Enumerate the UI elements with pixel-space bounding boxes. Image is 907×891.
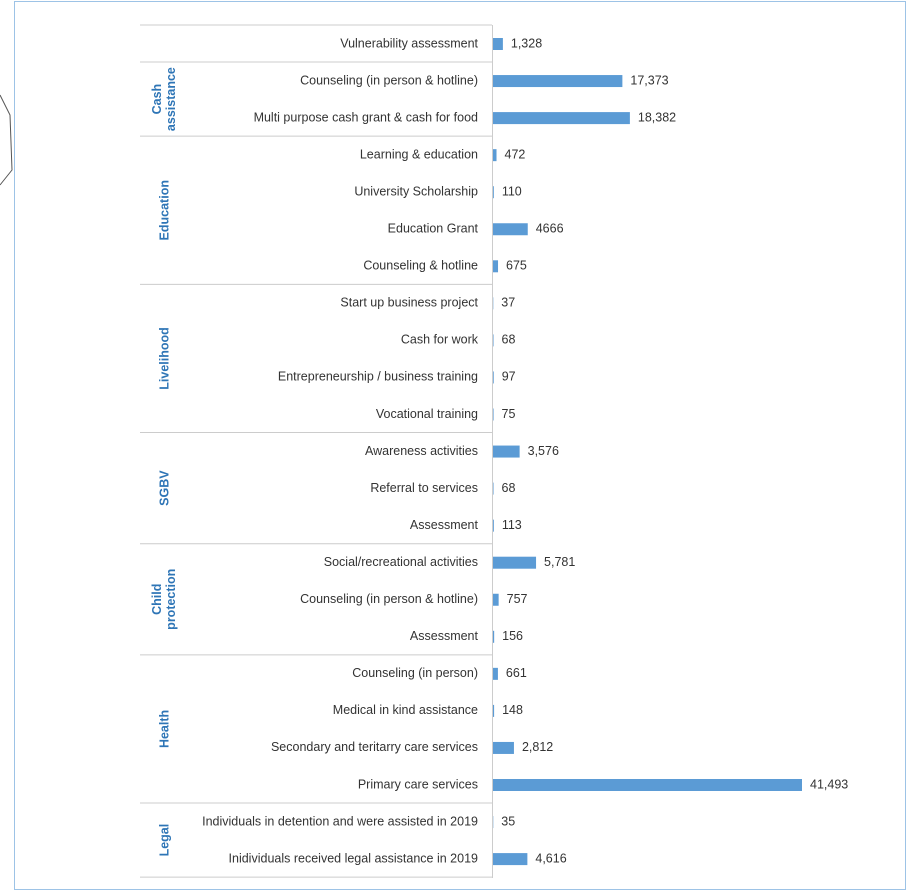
bar <box>493 593 499 606</box>
value-label: 97 <box>502 370 516 384</box>
category-label: Inidividuals received legal assistance i… <box>229 851 479 865</box>
value-label: 37 <box>501 296 515 310</box>
bar <box>493 741 514 754</box>
group-label: Cashassistance <box>150 67 178 131</box>
category-label: Vulnerability assessment <box>340 36 478 50</box>
bar <box>493 186 494 199</box>
category-label: Medical in kind assistance <box>333 703 478 717</box>
bar <box>493 704 495 717</box>
bar <box>493 112 630 125</box>
category-label: Assessment <box>410 629 479 643</box>
bar <box>493 260 499 273</box>
bar <box>493 149 497 162</box>
value-label: 757 <box>507 592 528 606</box>
value-label: 18,382 <box>638 110 676 124</box>
bar <box>493 445 520 458</box>
bar <box>493 630 495 643</box>
bar <box>493 667 498 680</box>
category-label: Multi purpose cash grant & cash for food <box>254 110 478 124</box>
bar <box>493 75 623 88</box>
bar <box>493 853 528 866</box>
group-label: SGBV <box>157 470 171 506</box>
category-label: Counseling (in person) <box>352 666 478 680</box>
value-label: 156 <box>502 629 523 643</box>
bar <box>493 371 494 384</box>
shape-fragment <box>0 94 13 186</box>
bar <box>493 38 503 50</box>
group-label: Childprotection <box>150 569 178 630</box>
group-label: Health <box>157 710 171 748</box>
value-label: 2,812 <box>522 740 553 754</box>
bar <box>493 223 528 236</box>
value-label: 110 <box>502 184 522 198</box>
category-label: University Scholarship <box>354 184 478 198</box>
value-label: 68 <box>502 333 516 347</box>
value-label: 35 <box>501 814 515 828</box>
bar <box>493 779 802 791</box>
value-label: 4,616 <box>535 851 566 865</box>
category-label: Counseling & hotline <box>363 259 478 273</box>
bar <box>493 482 494 495</box>
value-label: 3,576 <box>528 444 559 458</box>
value-label: 5,781 <box>544 555 575 569</box>
category-label: Entrepreneurship / business training <box>278 370 478 384</box>
category-label: Assessment <box>410 518 479 532</box>
value-label: 472 <box>505 147 526 161</box>
category-label: Start up business project <box>340 296 478 310</box>
group-label: Livelihood <box>157 327 171 390</box>
bar <box>493 408 494 421</box>
value-label: 41,493 <box>810 777 848 791</box>
category-label: Primary care services <box>358 777 478 791</box>
category-label: Vocational training <box>376 407 478 421</box>
category-label: Counseling (in person & hotline) <box>300 592 478 606</box>
value-label: 68 <box>502 481 516 495</box>
value-label: 148 <box>502 703 523 717</box>
category-label: Learning & education <box>360 147 478 161</box>
frame <box>14 1 906 890</box>
value-label: 675 <box>506 259 527 273</box>
category-label: Education Grant <box>388 222 479 236</box>
value-label: 113 <box>502 518 522 532</box>
group-label: Legal <box>157 824 171 857</box>
bar <box>493 556 537 569</box>
category-label: Secondary and teritarry care services <box>271 740 478 754</box>
value-label: 17,373 <box>630 73 668 87</box>
bar <box>493 519 494 532</box>
value-label: 661 <box>506 666 527 680</box>
category-label: Social/recreational activities <box>324 555 478 569</box>
category-label: Awareness activities <box>365 444 478 458</box>
category-label: Cash for work <box>401 333 479 347</box>
value-label: 4666 <box>536 222 564 236</box>
value-label: 1,328 <box>511 36 542 50</box>
category-label: Individuals in detention and were assist… <box>202 814 478 828</box>
group-label: Education <box>157 180 171 240</box>
bar <box>493 334 494 347</box>
category-label: Counseling (in person & hotline) <box>300 73 478 87</box>
category-label: Referral to services <box>370 481 478 495</box>
value-label: 75 <box>502 407 516 421</box>
